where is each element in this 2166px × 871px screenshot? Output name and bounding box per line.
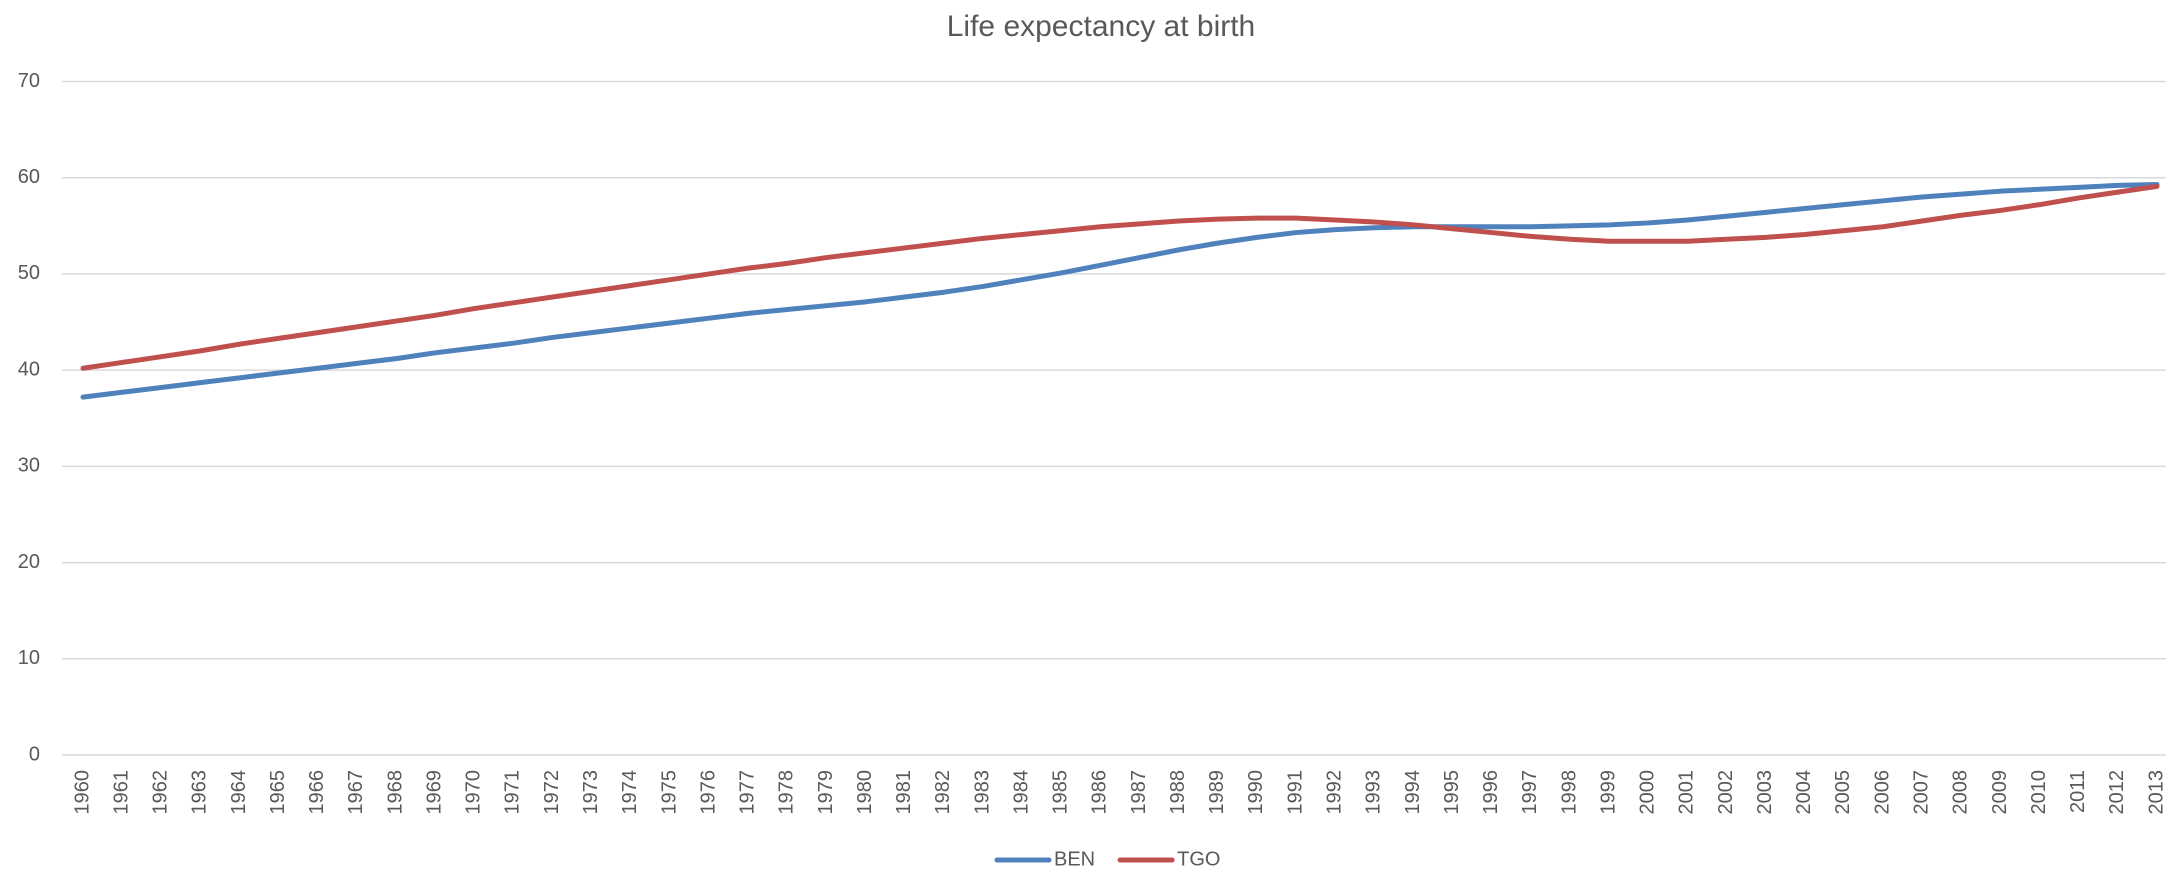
x-tick-label: 2004: [1793, 770, 1815, 815]
x-tick-label: 1991: [1284, 770, 1306, 815]
series-line: [80, 183, 2160, 371]
series-line: [80, 181, 2160, 400]
x-tick-label: 1975: [658, 770, 680, 815]
x-tick-label: 2008: [1950, 770, 1972, 815]
x-tick-label: 1989: [1206, 770, 1228, 815]
y-tick-label: 40: [18, 358, 40, 380]
x-tick-label: 2001: [1676, 770, 1698, 815]
x-tick-label: 1979: [815, 770, 837, 815]
y-tick-label: 60: [18, 166, 40, 188]
x-tick-label: 1976: [697, 770, 719, 815]
x-tick-label: 2007: [1910, 770, 1932, 815]
x-tick-label: 1982: [932, 770, 954, 815]
x-tick-label: 1968: [384, 770, 406, 815]
x-tick-label: 2012: [2106, 770, 2128, 815]
x-tick-label: 1984: [1010, 770, 1032, 815]
x-tick-label: 1980: [854, 770, 876, 815]
x-tick-label: 1988: [1167, 770, 1189, 815]
x-tick-label: 1970: [463, 770, 485, 815]
x-tick-label: 1967: [345, 770, 367, 815]
y-tick-label: 30: [18, 455, 40, 477]
x-tick-label: 1960: [71, 770, 93, 815]
x-tick-label: 2003: [1754, 770, 1776, 815]
x-tick-label: 1965: [267, 770, 289, 815]
x-tick-label: 1983: [971, 770, 993, 815]
y-tick-label: 0: [29, 743, 40, 765]
x-tick-label: 1972: [541, 770, 563, 815]
y-tick-label: 20: [18, 551, 40, 573]
x-tick-label: 1994: [1402, 770, 1424, 815]
x-tick-label: 1998: [1558, 770, 1580, 815]
x-tick-label: 1996: [1480, 770, 1502, 815]
x-tick-label: 1981: [893, 770, 915, 815]
x-tick-label: 1966: [306, 770, 328, 815]
x-tick-label: 1977: [737, 770, 759, 815]
x-tick-label: 1963: [189, 770, 211, 815]
x-tick-label: 1993: [1363, 770, 1385, 815]
x-tick-label: 1969: [423, 770, 445, 815]
x-tick-label: 2010: [2028, 770, 2050, 815]
x-tick-label: 1997: [1519, 770, 1541, 815]
x-tick-label: 2009: [1989, 770, 2011, 815]
x-tick-label: 2000: [1637, 770, 1659, 815]
legend-label: TGO: [1177, 848, 1220, 870]
x-tick-label: 1964: [228, 770, 250, 815]
x-tick-label: 1973: [580, 770, 602, 815]
x-tick-label: 1978: [776, 770, 798, 815]
chart-title: Life expectancy at birth: [947, 10, 1256, 43]
x-tick-label: 1971: [502, 770, 524, 815]
x-tick-label: 1987: [1128, 770, 1150, 815]
x-tick-label: 1962: [150, 770, 172, 815]
x-tick-label: 1999: [1597, 770, 1619, 815]
y-tick-label: 70: [18, 70, 40, 92]
x-tick-label: 1990: [1245, 770, 1267, 815]
x-tick-label: 1974: [619, 770, 641, 815]
x-tick-label: 2011: [2067, 770, 2089, 813]
x-tick-label: 1985: [1050, 770, 1072, 815]
y-tick-label: 10: [18, 647, 40, 669]
x-tick-label: 2002: [1715, 770, 1737, 815]
legend-label: BEN: [1054, 848, 1095, 870]
x-tick-label: 1961: [110, 770, 132, 815]
x-tick-label: 1995: [1441, 770, 1463, 815]
x-tick-label: 1986: [1089, 770, 1111, 815]
y-tick-label: 50: [18, 262, 40, 284]
x-tick-label: 2006: [1871, 770, 1893, 815]
x-tick-label: 2013: [2145, 770, 2166, 815]
x-tick-label: 2005: [1832, 770, 1854, 815]
x-tick-label: 1992: [1324, 770, 1346, 815]
